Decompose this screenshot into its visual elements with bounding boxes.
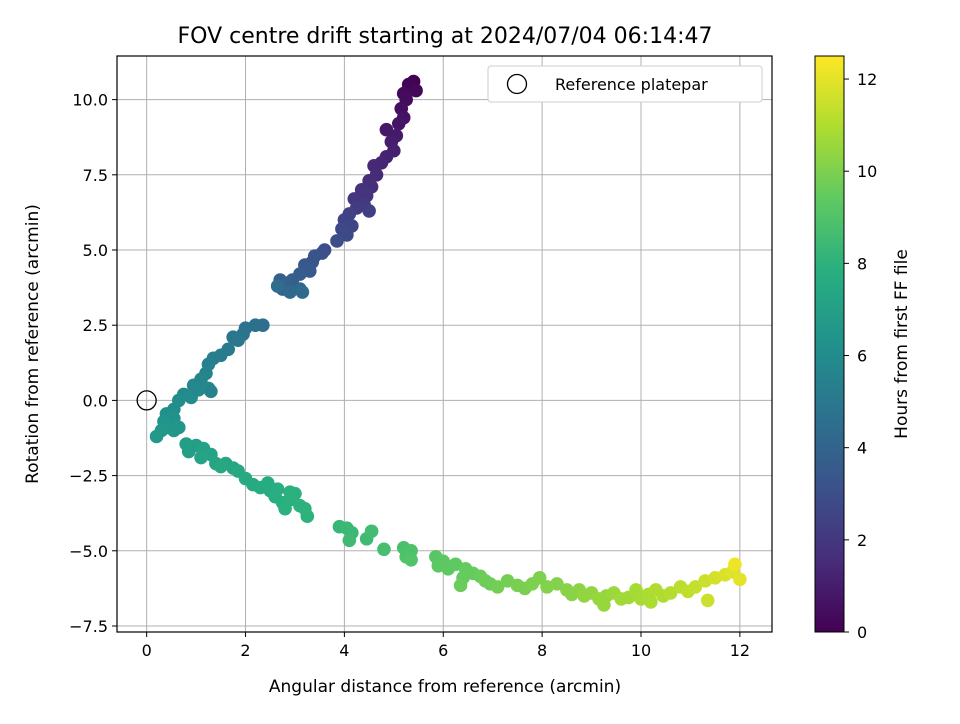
y-tick-label: −2.5 (69, 467, 108, 486)
data-point (283, 485, 297, 499)
data-point (204, 384, 218, 399)
data-point (171, 420, 186, 435)
colorbar-tick-label: 8 (857, 254, 867, 273)
y-tick-label: 7.5 (83, 166, 108, 185)
x-tick-label: 6 (438, 641, 448, 660)
x-tick-label: 12 (730, 641, 750, 660)
legend-marker-reference (506, 73, 528, 95)
data-point (532, 571, 547, 585)
data-point (149, 429, 164, 444)
data-point (550, 577, 564, 591)
x-tick-label: 2 (240, 641, 250, 660)
x-axis-label: Angular distance from reference (arcmin) (269, 677, 621, 697)
y-tick-label: −7.5 (69, 617, 108, 636)
data-point (700, 593, 715, 608)
data-point (298, 501, 312, 516)
data-point (490, 580, 505, 594)
y-tick-label: 0.0 (83, 391, 108, 410)
data-point (191, 383, 206, 397)
data-point (379, 122, 394, 137)
data-point (283, 285, 297, 299)
y-tick-label: −5.0 (69, 542, 108, 561)
data-point (231, 333, 245, 348)
data-point (644, 595, 658, 609)
reference-platepar-point (136, 390, 157, 411)
x-tick-label: 4 (339, 641, 349, 660)
data-point (377, 542, 391, 557)
y-tick-label: 10.0 (72, 91, 108, 110)
data-point (340, 228, 354, 242)
x-tick-label: 10 (631, 641, 651, 660)
y-axis-label: Rotation from reference (arcmin) (23, 204, 43, 484)
colorbar-label: Hours from first FF file (892, 249, 912, 439)
x-tick-label: 0 (142, 641, 152, 660)
data-point (342, 533, 357, 548)
data-point (270, 482, 285, 496)
colorbar-gradient (814, 55, 845, 633)
data-point (214, 459, 228, 474)
data-point (733, 572, 747, 587)
y-axis-ticks: −7.5 −5.0 −2.5 0.0 2.5 5.0 7.5 10.0 (69, 91, 117, 636)
data-point (295, 285, 310, 299)
legend-label-reference: Reference platepar (555, 75, 708, 94)
data-point (391, 116, 406, 131)
data-point (663, 586, 678, 600)
colorbar-ticks: 0 2 4 6 8 10 12 (844, 70, 877, 642)
colorbar-tick-label: 0 (857, 623, 867, 642)
data-point (688, 580, 703, 594)
colorbar-tick-label: 10 (857, 162, 877, 181)
x-tick-label: 8 (537, 641, 547, 660)
y-tick-label: 2.5 (83, 316, 108, 335)
data-point (728, 557, 742, 572)
legend-box (487, 65, 763, 103)
plot-frame (116, 55, 773, 633)
colorbar-tick-label: 2 (857, 531, 867, 550)
data-point (270, 279, 285, 293)
data-point (364, 524, 379, 539)
data-point (330, 234, 344, 248)
colorbar-tick-label: 6 (857, 347, 867, 366)
data-point (278, 501, 292, 516)
legend: Reference platepar (487, 65, 763, 103)
data-point (194, 450, 208, 465)
x-axis-ticks: 0 2 4 6 8 10 12 (142, 632, 750, 660)
data-point (453, 578, 468, 593)
reference-marker (136, 390, 157, 411)
data-point (404, 553, 418, 567)
data-point (260, 476, 275, 490)
data-point (409, 83, 423, 98)
colorbar: 0 2 4 6 8 10 12 Hours from first FF file (814, 55, 912, 642)
data-point (181, 444, 196, 459)
data-point (362, 204, 376, 218)
y-tick-label: 5.0 (83, 241, 108, 260)
grid-lines (117, 56, 772, 632)
colorbar-tick-label: 4 (857, 439, 867, 458)
data-point (597, 598, 611, 612)
colorbar-tick-label: 12 (857, 70, 877, 89)
chart-title: FOV centre drift starting at 2024/07/04 … (178, 24, 713, 49)
data-points (149, 74, 747, 612)
